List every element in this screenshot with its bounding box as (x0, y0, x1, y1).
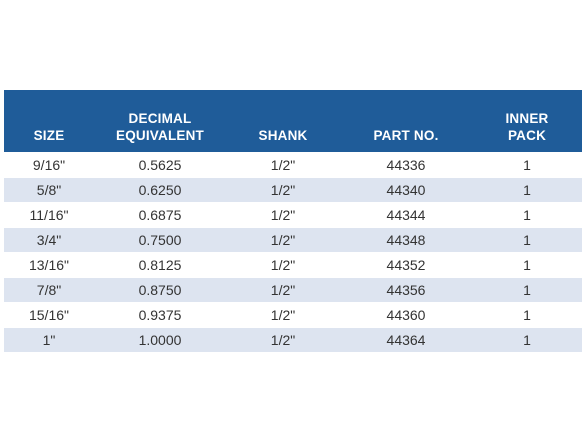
header-decimal-equivalent: DECIMAL EQUIVALENT (94, 90, 226, 152)
cell-decimal-equivalent: 0.8125 (138, 256, 182, 273)
header-inner-line-2: PACK (507, 127, 547, 143)
header-row: SIZE DECIMAL EQUIVALENT SHANK PART NO. I… (4, 90, 582, 152)
cell-decimal-equivalent: 0.6250 (138, 181, 182, 198)
header-part-line-1: PART NO. (373, 127, 439, 143)
cell-size: 1" (42, 331, 56, 348)
header-shank-line-1: SHANK (258, 127, 308, 143)
cell-inner-pack: 1 (523, 156, 531, 173)
cell-decimal-equivalent: 0.7500 (138, 231, 182, 248)
table-row: 13/16" 0.8125 1/2" 44352 1 (4, 252, 582, 277)
cell-decimal-equivalent: 1.0000 (138, 331, 182, 348)
cell-size: 3/4" (36, 231, 62, 248)
table-row: 7/8" 0.8750 1/2" 44356 1 (4, 277, 582, 302)
cell-inner-pack: 1 (523, 231, 531, 248)
cell-size: 11/16" (29, 206, 69, 223)
cell-decimal-equivalent: 0.8750 (138, 281, 182, 298)
table-row: 1" 1.0000 1/2" 44364 1 (4, 327, 582, 352)
table-row: 15/16" 0.9375 1/2" 44360 1 (4, 302, 582, 327)
spec-table: SIZE DECIMAL EQUIVALENT SHANK PART NO. I… (4, 90, 582, 352)
header-part-no: PART NO. (340, 90, 472, 152)
cell-shank: 1/2" (270, 181, 296, 198)
cell-shank: 1/2" (270, 206, 296, 223)
header-size-line-1: SIZE (33, 127, 65, 143)
header-decimal-line-2: EQUIVALENT (115, 127, 204, 143)
cell-decimal-equivalent: 0.9375 (138, 306, 182, 323)
cell-part-no: 44352 (386, 256, 426, 273)
cell-size: 15/16" (28, 306, 69, 323)
cell-shank: 1/2" (270, 331, 296, 348)
cell-size: 5/8" (36, 181, 62, 198)
cell-part-no: 44344 (386, 206, 426, 223)
header-inner-pack: INNER PACK (472, 90, 582, 152)
cell-decimal-equivalent: 0.6875 (138, 206, 182, 223)
cell-shank: 1/2" (270, 306, 296, 323)
cell-inner-pack: 1 (523, 181, 531, 198)
table-row: 3/4" 0.7500 1/2" 44348 1 (4, 227, 582, 252)
cell-part-no: 44336 (386, 156, 426, 173)
cell-size: 9/16" (32, 156, 66, 173)
cell-size: 13/16" (28, 256, 69, 273)
cell-shank: 1/2" (270, 231, 296, 248)
table-body: 9/16" 0.5625 1/2" 44336 1 5/8" 0.6250 1/2" 44340… (4, 152, 582, 352)
table-row: 9/16" 0.5625 1/2" 44336 1 (4, 152, 582, 177)
table-row: 11/16" 0.6875 1/2" 44344 1 (4, 202, 582, 227)
cell-part-no: 44356 (386, 281, 426, 298)
cell-size: 7/8" (36, 281, 62, 298)
cell-shank: 1/2" (270, 156, 296, 173)
cell-shank: 1/2" (270, 281, 296, 298)
cell-shank: 1/2" (270, 256, 296, 273)
header-size: SIZE (4, 90, 94, 152)
cell-decimal-equivalent: 0.5625 (138, 156, 182, 173)
cell-inner-pack: 1 (523, 256, 531, 273)
cell-inner-pack: 1 (523, 331, 531, 348)
table-header: SIZE DECIMAL EQUIVALENT SHANK PART NO. I… (4, 90, 582, 152)
cell-inner-pack: 1 (523, 281, 531, 298)
table-row: 5/8" 0.6250 1/2" 44340 1 (4, 177, 582, 202)
cell-part-no: 44340 (386, 181, 426, 198)
cell-part-no: 44360 (386, 306, 426, 323)
header-inner-line-1: INNER (505, 110, 549, 126)
cell-part-no: 44348 (386, 231, 426, 248)
cell-inner-pack: 1 (523, 306, 531, 323)
cell-part-no: 44364 (386, 331, 426, 348)
cell-inner-pack: 1 (523, 206, 531, 223)
header-decimal-line-1: DECIMAL (128, 110, 192, 126)
header-shank: SHANK (226, 90, 340, 152)
